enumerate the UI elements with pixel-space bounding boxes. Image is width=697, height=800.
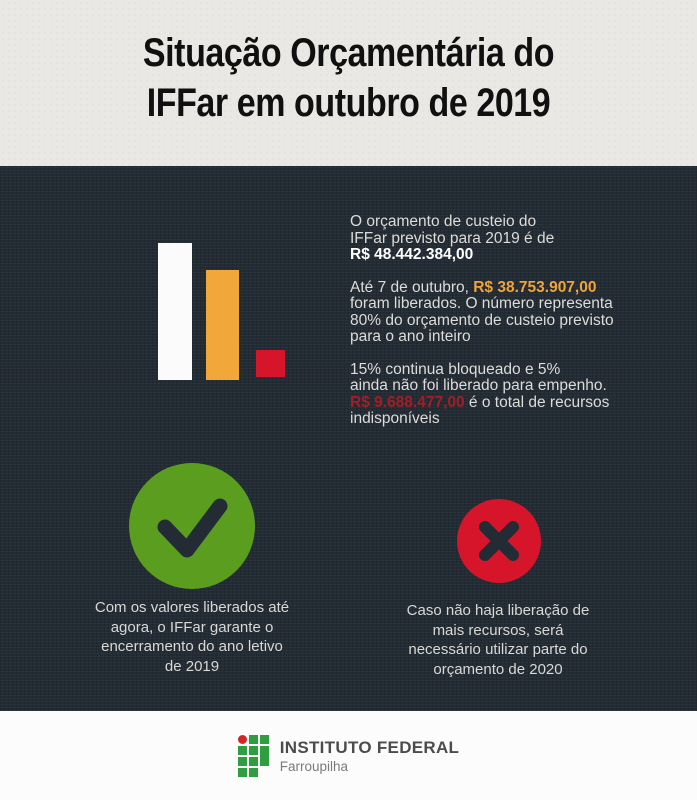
logo-text-block: INSTITUTO FEDERAL Farroupilha <box>280 738 460 774</box>
instituto-federal-logo: INSTITUTO FEDERAL Farroupilha <box>237 734 460 777</box>
paragraph-total-budget: O orçamento de custeio do IFFar previsto… <box>350 213 672 264</box>
check-icon <box>129 463 255 589</box>
p1-line2: IFFar previsto para 2019 é de <box>350 229 555 247</box>
p3-suffix: é o total de recursos <box>464 393 610 411</box>
main-dark-section <box>0 166 697 711</box>
logo-red-dot <box>237 734 247 744</box>
instituto-federal-mark-icon <box>237 734 269 777</box>
header-band: Situação Orçamentária do IFFar em outubr… <box>0 0 697 166</box>
positive-outcome-text: Com os valores liberados até agora, o IF… <box>94 599 290 675</box>
bar-total-budget <box>158 243 192 380</box>
logo-subtitle: Farroupilha <box>279 758 349 774</box>
p2-rest: foram liberados. O número representa 80%… <box>350 295 614 345</box>
negative-outcome-text: Caso não haja liberação de mais recursos… <box>406 602 590 678</box>
stats-text-column: O orçamento de custeio do IFFar previsto… <box>350 213 672 444</box>
bar-released-budget <box>206 270 239 380</box>
page-title: Situação Orçamentária do IFFar em outubr… <box>142 31 555 125</box>
unavailable-budget-value: R$ 9.688.477,00 <box>350 393 465 411</box>
bar-unavailable-budget <box>256 350 285 377</box>
p3-before: 15% continua bloqueado e 5% ainda não fo… <box>350 360 607 394</box>
footer-band: INSTITUTO FEDERAL Farroupilha <box>0 711 697 800</box>
paragraph-released-budget: Até 7 de outubro, R$ 38.753.907,00 foram… <box>350 278 672 346</box>
total-budget-value: R$ 48.442.384,00 <box>350 246 474 263</box>
p2-prefix: Até 7 de outubro, <box>350 278 474 296</box>
logo-title: INSTITUTO FEDERAL <box>279 737 460 757</box>
p1-line1: O orçamento de custeio do <box>350 213 537 230</box>
released-budget-value: R$ 38.753.907,00 <box>473 278 597 296</box>
x-icon <box>457 499 541 583</box>
paragraph-unavailable-budget: 15% continua bloqueado e 5% ainda não fo… <box>350 360 672 428</box>
p3-last: indisponíveis <box>350 410 440 427</box>
